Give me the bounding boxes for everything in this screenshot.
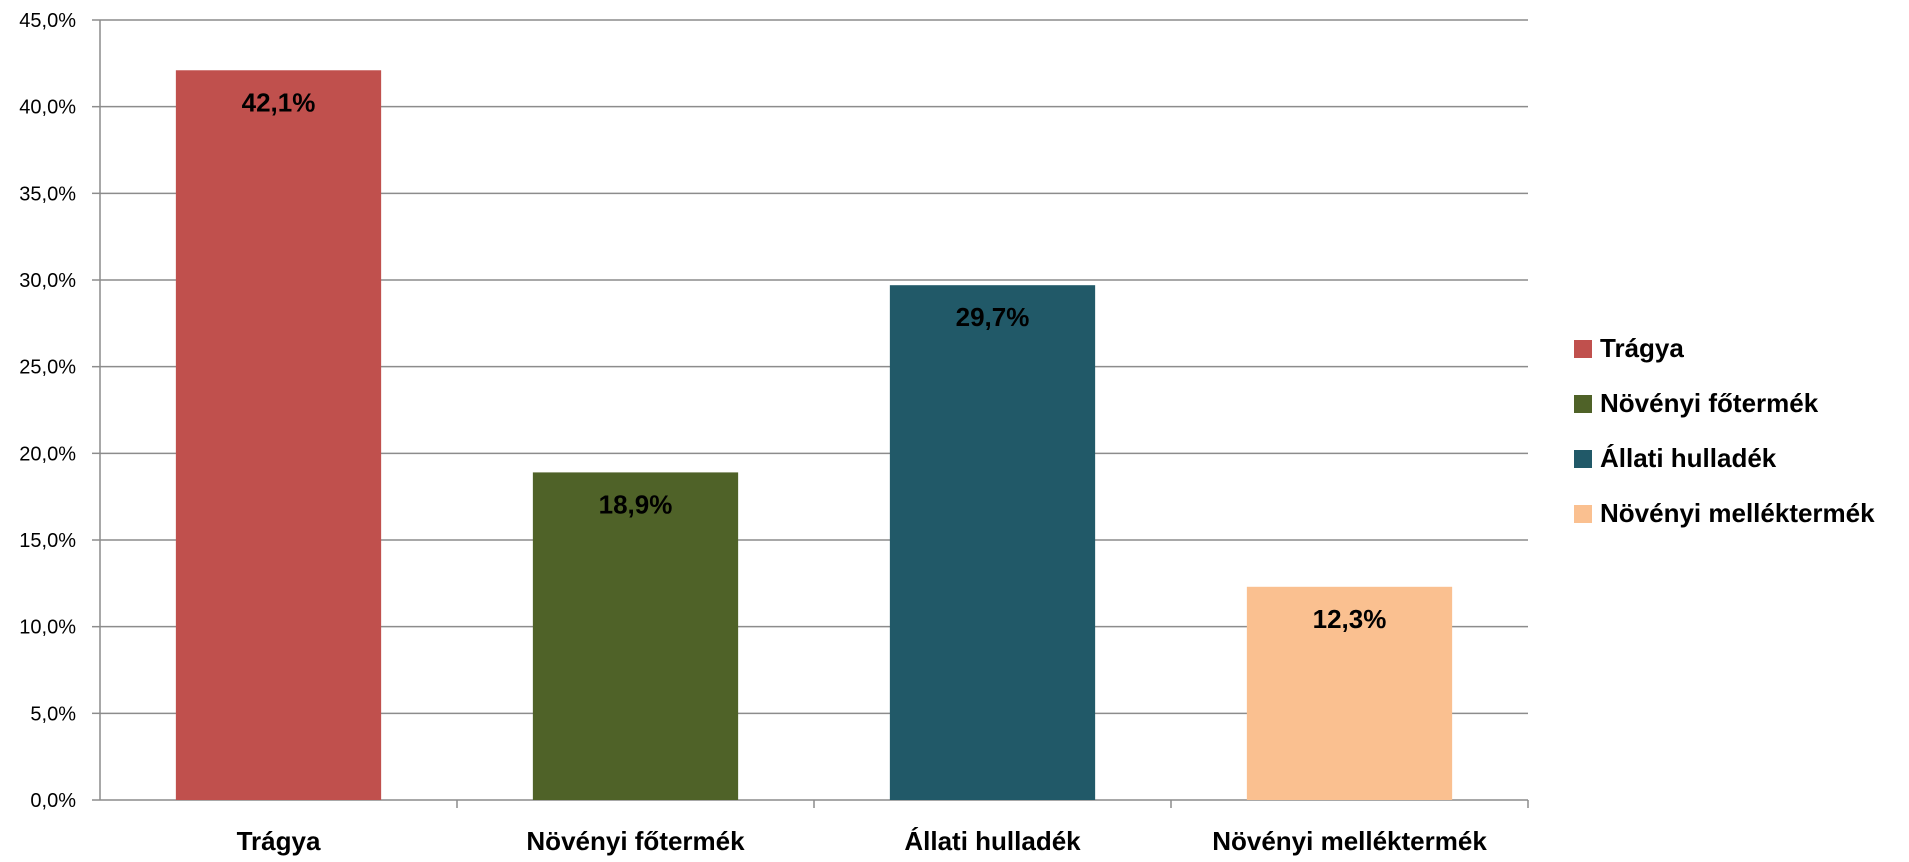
legend-label: Trágya — [1600, 333, 1684, 363]
x-tick-label: Növényi melléktermék — [1212, 826, 1487, 856]
y-tick-label: 15,0% — [19, 530, 76, 552]
y-tick-label: 30,0% — [19, 270, 76, 292]
x-tick-label: Növényi főtermék — [526, 826, 745, 856]
legend: Trágya Növényi főtermék Állati hulladék Növ… — [1574, 333, 1875, 528]
bar — [532, 472, 739, 800]
bar — [1246, 586, 1453, 800]
bar — [889, 285, 1096, 800]
y-tick-label: 0,0% — [30, 790, 76, 812]
axes: 0,0% 5,0% 10,0% 15,0% 20,0% 25,0% 30,0% 35,0% 40… — [19, 10, 1529, 856]
legend-label: Növényi főtermék — [1600, 388, 1819, 418]
data-label: 29,7% — [956, 302, 1030, 332]
bar — [175, 70, 382, 801]
legend-swatch — [1574, 450, 1592, 468]
x-tick-label: Állati hulladék — [904, 826, 1081, 856]
bars — [175, 70, 1453, 801]
legend-swatch — [1574, 395, 1592, 413]
y-tick-label: 40,0% — [19, 97, 76, 119]
data-labels: 42,1% 18,9% 29,7% 12,3% — [242, 87, 1387, 634]
y-tick-label: 10,0% — [19, 617, 76, 639]
y-tick-label: 45,0% — [19, 10, 76, 32]
data-label: 12,3% — [1313, 604, 1387, 634]
y-tick-label: 35,0% — [19, 183, 76, 205]
x-tick-label: Trágya — [237, 826, 321, 856]
data-label: 42,1% — [242, 87, 316, 117]
legend-swatch — [1574, 340, 1592, 358]
data-label: 18,9% — [599, 489, 673, 519]
y-tick-label: 20,0% — [19, 443, 76, 465]
y-tick-label: 25,0% — [19, 357, 76, 379]
legend-label: Növényi melléktermék — [1600, 498, 1875, 528]
legend-label: Állati hulladék — [1600, 443, 1777, 473]
y-tick-label: 5,0% — [30, 703, 76, 725]
legend-swatch — [1574, 505, 1592, 523]
